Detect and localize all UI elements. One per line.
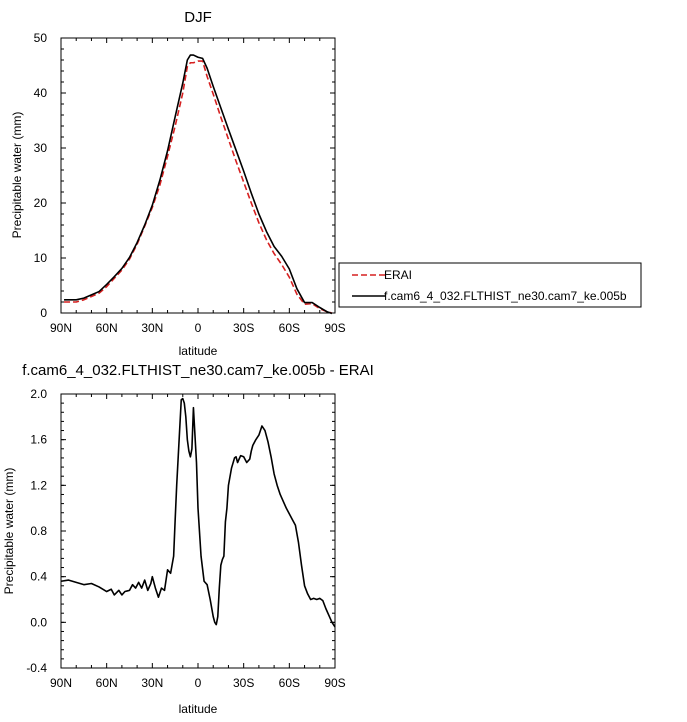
bottom-chart-title: f.cam6_4_032.FLTHIST_ne30.cam7_ke.005b -…	[22, 362, 374, 379]
bottom-plot-frame	[60, 393, 336, 669]
top-y-tick-label: 10	[34, 251, 48, 265]
top-series-line-1	[64, 54, 333, 315]
top-chart-title: DJF	[184, 9, 212, 26]
top-series-line-0	[64, 60, 333, 314]
bottom-y-tick-label: 1.6	[30, 433, 47, 447]
bottom-x-tick-label: 60N	[96, 676, 118, 690]
bottom-x-tick-label: 30S	[233, 676, 254, 690]
bottom-y-tick-label: 1.2	[30, 478, 47, 492]
bottom-series-line-0	[60, 397, 336, 628]
bottom-x-tick-label: 90N	[50, 676, 72, 690]
top-x-tick-label: 60S	[279, 321, 300, 335]
bottom-x-tick-label: 60S	[279, 676, 300, 690]
top-y-axis-label: Precipitable water (mm)	[10, 112, 24, 239]
top-plot-frame	[60, 37, 336, 314]
legend-entry-model: f.cam6_4_032.FLTHIST_ne30.cam7_ke.005b	[384, 289, 627, 303]
top-plot-area	[60, 37, 336, 315]
top-x-axis-label: latitude	[179, 344, 218, 358]
legend-box	[338, 262, 642, 308]
bottom-x-axis-label: latitude	[179, 702, 218, 716]
top-x-tick-label: 0	[195, 321, 202, 335]
top-x-tick-label: 60N	[96, 321, 118, 335]
bottom-x-tick-labels: 90N 60N 30N 0 30S 60S 90S	[50, 676, 346, 690]
top-x-tick-label: 90S	[324, 321, 345, 335]
bottom-x-tick-label: 0	[195, 676, 202, 690]
bottom-y-tick-label: 0.4	[30, 570, 47, 584]
legend-entry-erai: ERAI	[384, 268, 412, 282]
top-x-tick-label: 30N	[141, 321, 163, 335]
top-chart-panel: DJF latitude Precipitable water (mm) 90N…	[10, 9, 346, 358]
top-y-tick-label: 30	[34, 141, 48, 155]
top-x-tick-labels: 90N 60N 30N 0 30S 60S 90S	[50, 321, 346, 335]
bottom-y-tick-label: 0.8	[30, 524, 47, 538]
top-x-tick-label: 30S	[233, 321, 254, 335]
bottom-y-tick-label: -0.4	[26, 661, 47, 675]
top-x-tick-label: 90N	[50, 321, 72, 335]
bottom-y-tick-labels: -0.4 0.0 0.4 0.8 1.2 1.6 2.0	[26, 387, 47, 675]
top-y-tick-label: 50	[34, 31, 48, 45]
bottom-y-tick-label: 0.0	[30, 615, 47, 629]
bottom-plot-area	[60, 393, 336, 669]
bottom-y-tick-label: 2.0	[30, 387, 47, 401]
bottom-x-tick-label: 90S	[324, 676, 345, 690]
bottom-x-tick-label: 30N	[141, 676, 163, 690]
bottom-chart-panel: f.cam6_4_032.FLTHIST_ne30.cam7_ke.005b -…	[2, 362, 374, 716]
legend: ERAI f.cam6_4_032.FLTHIST_ne30.cam7_ke.0…	[338, 262, 642, 308]
top-y-tick-labels: 0 10 20 30 40 50	[34, 31, 48, 320]
top-y-tick-label: 40	[34, 86, 48, 100]
top-y-tick-label: 20	[34, 196, 48, 210]
bottom-y-axis-label: Precipitable water (mm)	[2, 468, 16, 595]
top-y-tick-label: 0	[40, 306, 47, 320]
